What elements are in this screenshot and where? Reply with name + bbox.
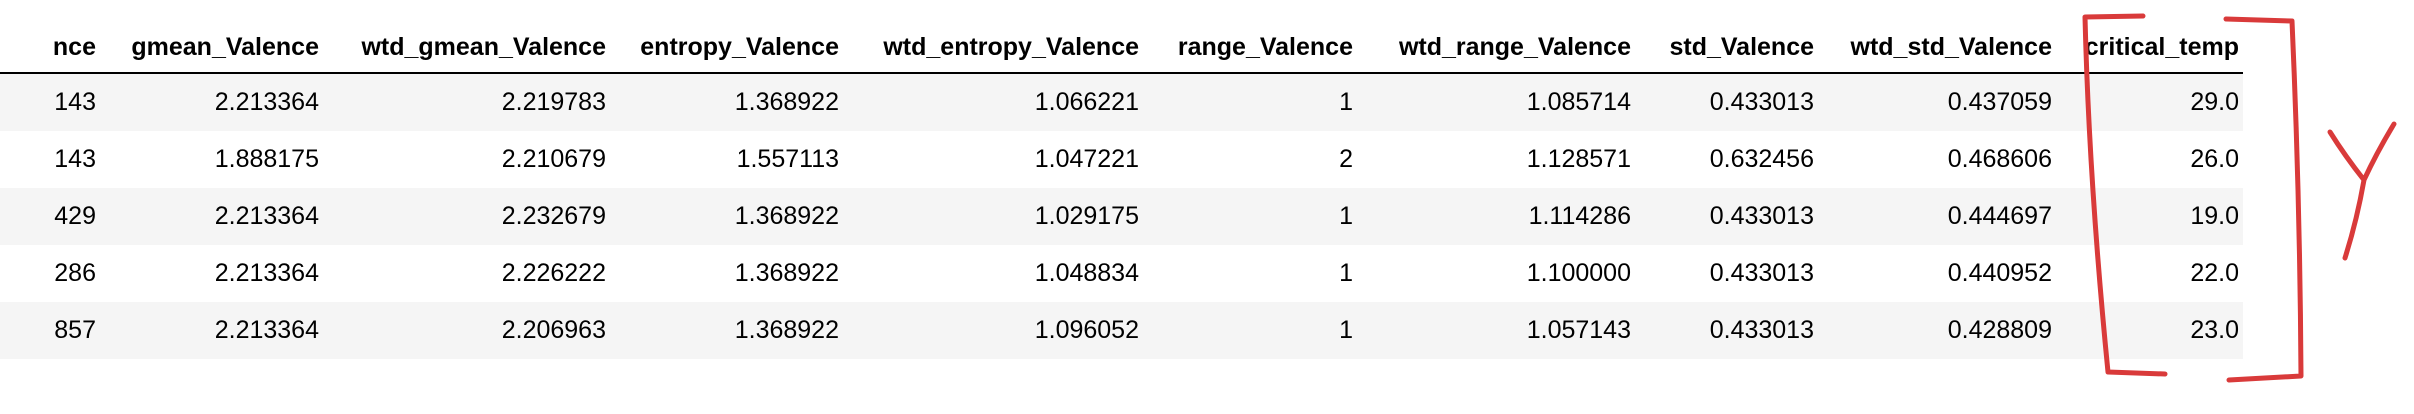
- table-cell: 1.557113: [610, 131, 843, 188]
- table-cell: 1.368922: [610, 245, 843, 302]
- table-cell: 1.888175: [100, 131, 323, 188]
- table-cell: 857: [0, 302, 100, 359]
- column-header-gmean-valence: gmean_Valence: [100, 22, 323, 74]
- table-row: 429 2.213364 2.232679 1.368922 1.029175 …: [0, 188, 2243, 245]
- column-header-entropy-valence: entropy_Valence: [610, 22, 843, 74]
- table-cell: 429: [0, 188, 100, 245]
- table-cell: 1.114286: [1357, 188, 1635, 245]
- header-row: nce gmean_Valence wtd_gmean_Valence entr…: [0, 22, 2243, 74]
- table-cell: 2.226222: [323, 245, 610, 302]
- table-cell: 1: [1143, 188, 1357, 245]
- column-header-wtd-std-valence: wtd_std_Valence: [1818, 22, 2056, 74]
- table-cell: 2.213364: [100, 73, 323, 131]
- table-cell: 2.213364: [100, 188, 323, 245]
- table-cell: 1.029175: [843, 188, 1143, 245]
- table-row: 143 2.213364 2.219783 1.368922 1.066221 …: [0, 73, 2243, 131]
- table-cell: 0.632456: [1635, 131, 1818, 188]
- column-header-range-valence: range_Valence: [1143, 22, 1357, 74]
- table-cell: 0.428809: [1818, 302, 2056, 359]
- table-cell-critical-temp: 23.0: [2056, 302, 2243, 359]
- table-cell: 1.096052: [843, 302, 1143, 359]
- table-cell: 1.100000: [1357, 245, 1635, 302]
- table-cell: 0.433013: [1635, 73, 1818, 131]
- table-cell: 143: [0, 73, 100, 131]
- table-cell: 2: [1143, 131, 1357, 188]
- table-cell: 0.433013: [1635, 302, 1818, 359]
- table-cell: 1: [1143, 302, 1357, 359]
- table-cell: 2.232679: [323, 188, 610, 245]
- table-cell: 1.057143: [1357, 302, 1635, 359]
- table-cell: 0.440952: [1818, 245, 2056, 302]
- table-cell: 1.066221: [843, 73, 1143, 131]
- column-header-wtd-gmean-valence: wtd_gmean_Valence: [323, 22, 610, 74]
- table-cell-critical-temp: 26.0: [2056, 131, 2243, 188]
- table-cell: 2.213364: [100, 302, 323, 359]
- column-header-std-valence: std_Valence: [1635, 22, 1818, 74]
- table-cell: 2.213364: [100, 245, 323, 302]
- table-cell: 0.433013: [1635, 245, 1818, 302]
- column-header-wtd-range-valence: wtd_range_Valence: [1357, 22, 1635, 74]
- table-cell: 0.437059: [1818, 73, 2056, 131]
- table-cell: 1: [1143, 73, 1357, 131]
- table-cell: 143: [0, 131, 100, 188]
- table-row: 143 1.888175 2.210679 1.557113 1.047221 …: [0, 131, 2243, 188]
- table-cell: 2.210679: [323, 131, 610, 188]
- table-cell: 0.433013: [1635, 188, 1818, 245]
- table-cell: 1.368922: [610, 73, 843, 131]
- table-cell: 1.048834: [843, 245, 1143, 302]
- table-header: nce gmean_Valence wtd_gmean_Valence entr…: [0, 22, 2243, 74]
- table-row: 857 2.213364 2.206963 1.368922 1.096052 …: [0, 302, 2243, 359]
- column-header-wtd-entropy-valence: wtd_entropy_Valence: [843, 22, 1143, 74]
- table-cell-critical-temp: 29.0: [2056, 73, 2243, 131]
- column-header-critical-temp: critical_temp: [2056, 22, 2243, 74]
- table-cell: 0.468606: [1818, 131, 2056, 188]
- table-body: 143 2.213364 2.219783 1.368922 1.066221 …: [0, 73, 2243, 359]
- table-cell: 1.047221: [843, 131, 1143, 188]
- table-row: 286 2.213364 2.226222 1.368922 1.048834 …: [0, 245, 2243, 302]
- table-cell: 1.085714: [1357, 73, 1635, 131]
- table-cell: 286: [0, 245, 100, 302]
- table-cell-critical-temp: 19.0: [2056, 188, 2243, 245]
- table-cell: 2.219783: [323, 73, 610, 131]
- table-cell-critical-temp: 22.0: [2056, 245, 2243, 302]
- table-cell: 0.444697: [1818, 188, 2056, 245]
- table-cell: 1.368922: [610, 188, 843, 245]
- column-header-valence-truncated: nce: [0, 22, 100, 74]
- table-cell: 1.128571: [1357, 131, 1635, 188]
- y-letter-mark: [2327, 121, 2397, 261]
- table-cell: 2.206963: [323, 302, 610, 359]
- dataframe-table: nce gmean_Valence wtd_gmean_Valence entr…: [0, 22, 2243, 359]
- table-cell: 1: [1143, 245, 1357, 302]
- table-cell: 1.368922: [610, 302, 843, 359]
